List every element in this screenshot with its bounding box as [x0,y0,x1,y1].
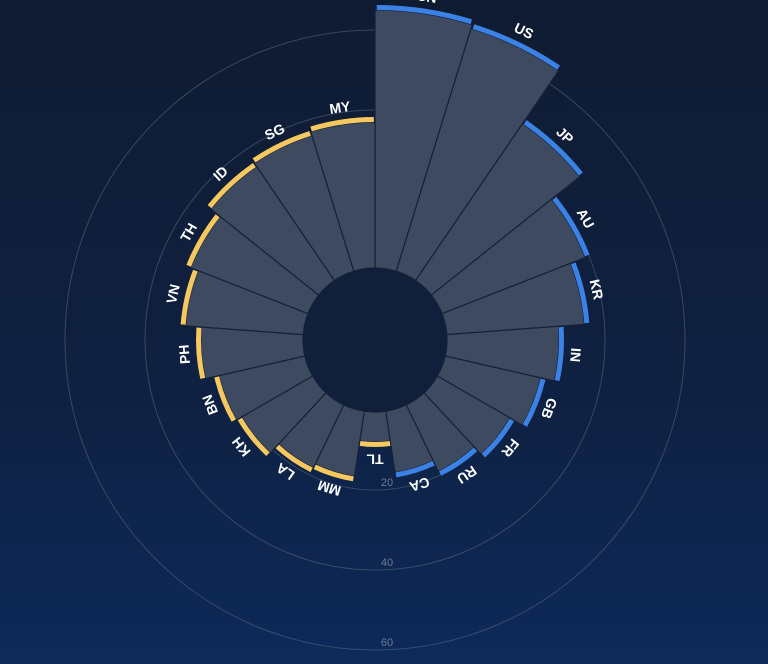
category-label: MM [316,477,343,499]
category-label: US [512,19,536,42]
bar-cap-la [275,444,313,473]
bar-cap-mm [313,464,354,482]
bar-cap-gb [522,378,546,427]
bar-cap-fr [481,418,515,458]
bar-tl [359,410,391,443]
category-label: AU [574,206,598,232]
category-label: LA [273,460,297,484]
category-label: FR [498,436,522,461]
bar-cap-ru [439,447,478,476]
bar-cap-ca [395,461,435,478]
radial-tick-label: 20 [381,477,393,489]
bar-cap-sg [252,131,311,163]
category-label: BN [199,392,221,417]
bar-cap-bn [214,376,237,422]
category-label: ID [210,163,231,184]
bar-cap-vn [180,269,198,325]
category-label: IN [567,347,584,362]
category-label: PH [176,344,193,365]
bar-cap-tl [359,440,391,447]
category-label: TL [366,451,384,467]
category-label: JP [553,124,576,147]
category-label: SG [262,120,287,143]
bar-cap-jp [523,120,583,176]
bar-cap-kr [570,262,590,324]
bar-cap-ph [196,327,206,379]
bar-cap-us [472,24,561,70]
category-label: VN [163,283,183,306]
category-label: GB [538,396,561,421]
category-label: KR [587,278,607,301]
bars [180,5,590,482]
radial-tick-labels: 20 40 60 [381,477,393,649]
bar-cap-id [207,162,256,209]
bar-cap-kh [237,417,270,456]
bar-cap-my [310,117,374,132]
bar-cap-cn [376,5,473,25]
bar-cap-th [186,214,220,267]
category-label: RU [454,463,480,488]
category-label: TH [177,220,200,244]
bar-cap-au [552,196,590,257]
category-label: CN [416,0,438,6]
radial-tick-label: 60 [381,637,393,649]
bar-cap-in [554,326,564,382]
center-hole [303,268,447,412]
radial-tick-label: 40 [381,557,393,569]
category-label: MY [328,98,352,117]
category-label: CA [408,474,432,495]
